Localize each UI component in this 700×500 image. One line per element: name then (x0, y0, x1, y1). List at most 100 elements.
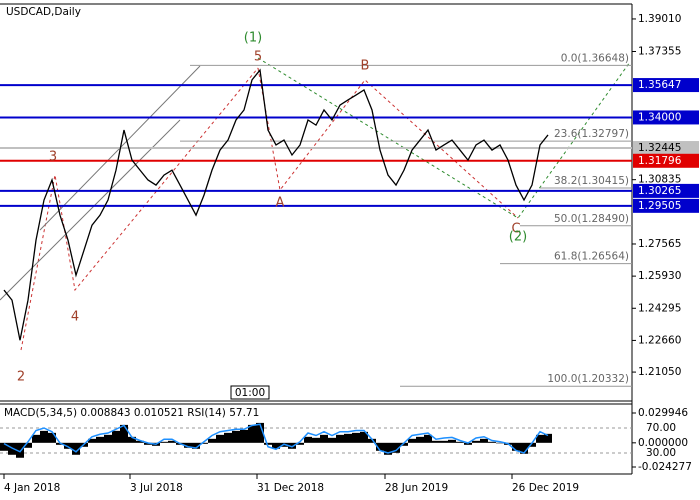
macd-bar (232, 430, 240, 443)
macd-bar (312, 437, 320, 443)
macd-bar (344, 433, 352, 443)
level-label-box (633, 78, 699, 93)
time-box-label: 01:00 (235, 387, 265, 399)
level-label-box (633, 141, 699, 156)
macd-bar (224, 432, 232, 443)
y-tick-label: 0.000000 (638, 437, 688, 449)
macd-bar (544, 433, 552, 443)
macd-bar (160, 441, 168, 443)
y-tick-label: 1.37355 (638, 45, 681, 57)
y-tick-label: 0.029946 (638, 407, 688, 419)
level-label: 1.32445 (638, 142, 681, 154)
macd-bar (72, 442, 80, 455)
macd-bar (400, 442, 408, 446)
macd-bar (88, 438, 96, 443)
level-label: 1.31796 (638, 155, 682, 167)
macd-bar (304, 436, 312, 443)
x-tick-label: 28 Jun 2019 (385, 482, 448, 494)
macd-bar (16, 442, 24, 458)
wave-label: C (511, 222, 520, 237)
macd-bar (64, 442, 72, 449)
x-tick-label: 4 Jan 2018 (4, 482, 60, 494)
macd-bar (0, 442, 8, 451)
macd-bar (144, 442, 152, 445)
macd-bar (112, 430, 120, 443)
macd-bar (512, 442, 520, 451)
level-label-box (633, 183, 699, 198)
macd-bar (408, 438, 416, 443)
macd-bar (256, 422, 264, 443)
macd-bar (240, 429, 248, 443)
macd-bar (496, 442, 504, 444)
macd-bar (32, 434, 40, 443)
macd-bar (456, 441, 464, 443)
macd-bar (296, 442, 304, 445)
macd-bar (368, 438, 376, 443)
macd-bar (320, 434, 328, 443)
y-tick-label: 1.24295 (638, 302, 681, 314)
macd-bar (48, 432, 56, 443)
macd-bar (104, 434, 112, 443)
wave-label: (1) (244, 31, 262, 46)
macd-bar (136, 440, 144, 443)
macd-bar (248, 424, 256, 443)
macd-bar (40, 430, 48, 443)
fib-label: 23.6(1.32797) (554, 128, 629, 140)
fib-label: 50.0(1.28490) (554, 213, 629, 225)
level-label-box (633, 110, 699, 125)
x-tick-label: 31 Dec 2018 (257, 482, 324, 494)
macd-bar (208, 438, 216, 443)
macd-bar (376, 442, 384, 451)
macd-bar (528, 442, 536, 447)
macd-bar (216, 434, 224, 443)
rsi-line (3, 423, 549, 454)
y-tick-label: 1.21050 (638, 366, 681, 378)
level-label: 1.35647 (638, 79, 681, 91)
macd-bar (520, 442, 528, 454)
macd-bar (200, 442, 208, 444)
wave-label: 4 (71, 310, 79, 325)
macd-bar (480, 438, 488, 443)
macd-bar (536, 434, 544, 443)
x-tick-label: 3 Jul 2018 (130, 482, 183, 494)
channel-line (0, 119, 181, 301)
indicator-title: MACD(5,34,5) 0.008843 0.010521 RSI(14) 5… (4, 407, 259, 419)
macd-bar (472, 440, 480, 443)
y-tick-label: 1.39010 (638, 13, 681, 25)
macd-bar (192, 442, 200, 449)
chart-title: USDCAD,Daily (6, 6, 81, 18)
macd-bar (424, 434, 432, 443)
y-tick-label: 1.22660 (638, 334, 681, 346)
macd-bar (360, 431, 368, 443)
wave-label: A (276, 196, 285, 211)
level-label: 1.30265 (638, 185, 681, 197)
macd-bar (384, 442, 392, 455)
wave-label: 5 (254, 50, 262, 65)
y-tick-label: 1.25930 (638, 270, 681, 282)
wave-label: 2 (17, 370, 25, 385)
macd-bar (184, 442, 192, 448)
fib-label: 100.0(1.20332) (547, 373, 629, 385)
level-label: 1.34000 (638, 111, 681, 123)
x-tick-label: 26 Dec 2019 (512, 482, 579, 494)
macd-bar (352, 432, 360, 443)
fib-label: 38.2(1.30415) (554, 175, 629, 187)
y-tick-label: -0.024277 (638, 461, 692, 473)
fib-label: 61.8(1.26564) (554, 251, 629, 263)
macd-bar (120, 424, 128, 443)
macd-bar (264, 442, 272, 445)
macd-bar (96, 436, 104, 443)
macd-bar (328, 437, 336, 443)
macd-bar (440, 440, 448, 443)
y-tick-label: 1.30835 (638, 174, 681, 186)
macd-bar (432, 440, 440, 443)
level-label: 1.29505 (638, 200, 681, 212)
wave-label: 3 (49, 150, 57, 165)
price-line (3, 68, 549, 341)
y2-tick-label: 30.00 (646, 447, 676, 459)
fib-label: 0.0(1.36648) (561, 52, 629, 64)
wave-label: B (361, 59, 370, 74)
macd-bar (168, 440, 176, 443)
